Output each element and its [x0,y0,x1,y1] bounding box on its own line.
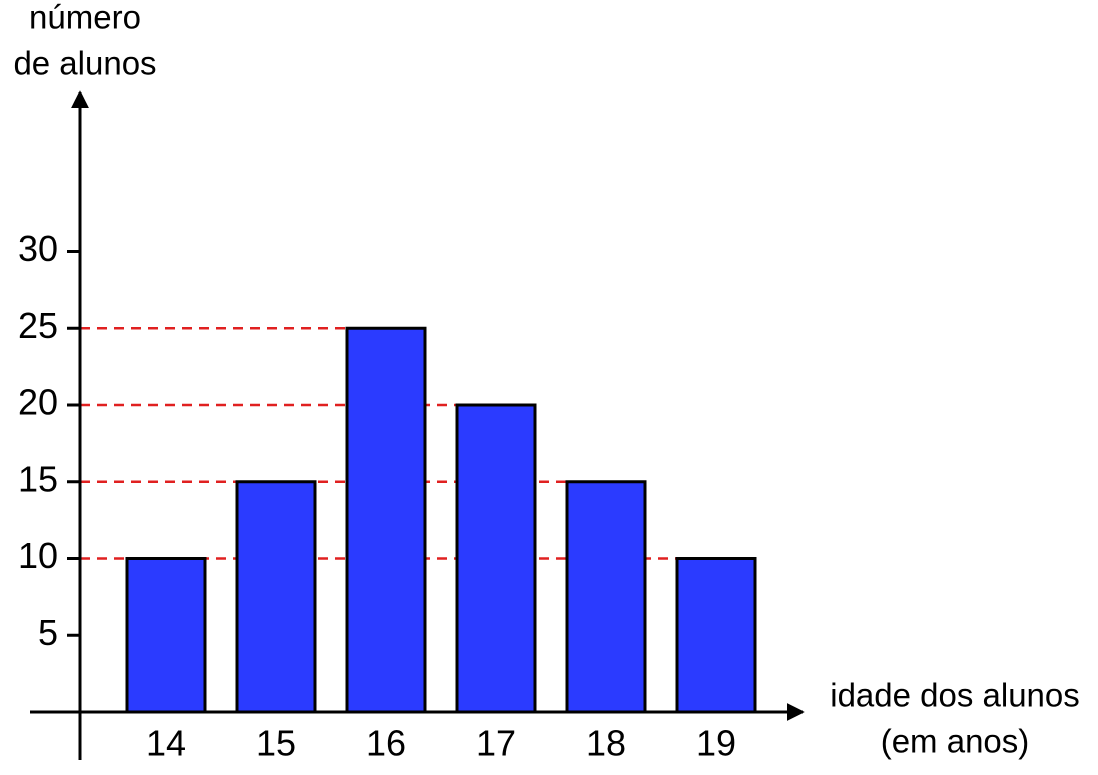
y-tick-label: 25 [18,305,58,346]
y-tick-label: 20 [18,382,58,423]
x-tick-label: 14 [146,723,186,764]
y-axis-label: de alunos [13,45,156,82]
x-tick-label: 17 [476,723,516,764]
bar [235,480,317,714]
y-axis-label: número [29,0,141,36]
y-tick-label: 10 [18,535,58,576]
bar [125,557,207,714]
x-tick-label: 16 [366,723,406,764]
bar [565,480,647,714]
x-tick-label: 15 [256,723,296,764]
bar [345,326,427,714]
bar [455,403,537,714]
bar [675,557,757,714]
x-tick-label: 19 [696,723,736,764]
y-tick-label: 30 [18,228,58,269]
x-axis-label: (em anos) [881,723,1030,760]
x-axis-label: idade dos alunos [830,677,1080,714]
x-tick-label: 18 [586,723,626,764]
y-tick-label: 5 [38,612,58,653]
y-tick-label: 15 [18,458,58,499]
